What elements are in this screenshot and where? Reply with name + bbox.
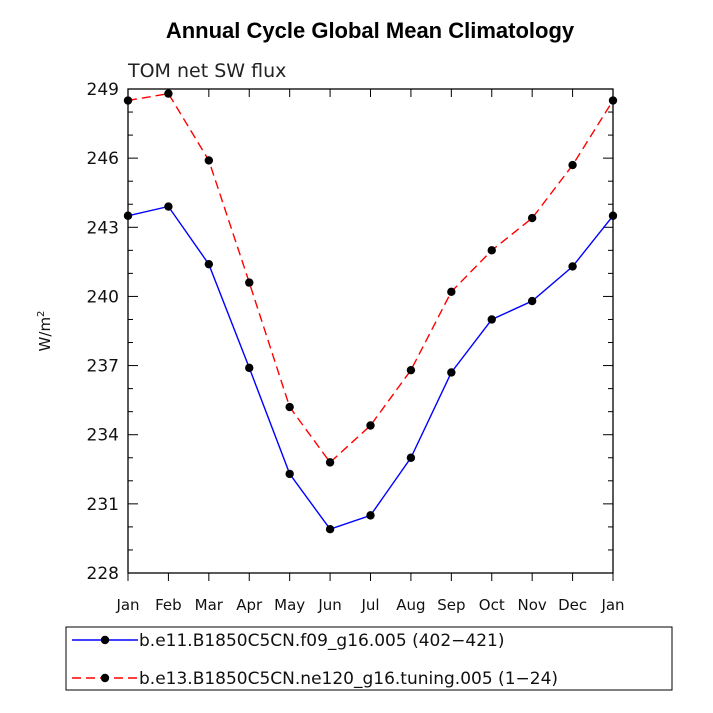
y-tick-label: 237 [87,357,119,377]
x-tick-label: Jan [600,596,624,614]
x-tick-labels: Jan Feb Mar Apr May Jun Jul Aug Sep Oct Nov Dec Jan [115,596,624,614]
y-tick-label: 234 [87,426,119,446]
y-axis-label: W/m2 [36,311,54,352]
x-tick-label: Mar [195,596,224,614]
y-tick-labels: 228 231 234 237 240 243 246 249 [87,80,119,584]
x-tick-label: Feb [155,596,182,614]
y-tick-label: 231 [87,495,119,515]
y-tick-label: 243 [87,218,119,238]
x-tick-label: Sep [437,596,465,614]
data-point [285,469,294,479]
data-point [527,213,537,223]
legend-label: b.e13.B1850C5CN.ne120_g16.tuning.005 (1−… [139,669,558,689]
legend-marker [100,635,110,645]
data-point [164,202,173,211]
data-point [285,402,294,412]
legend-entry-1: b.e11.B1850C5CN.f09_g16.005 (402−421) [72,631,505,651]
data-point [366,421,375,430]
legend-entries: b.e11.B1850C5CN.f09_g16.005 (402−421) b.e… [72,631,558,689]
data-point [568,160,577,170]
data-point [608,211,618,220]
x-tick-label: Aug [396,596,425,614]
data-point [366,511,375,520]
data-point [123,96,133,105]
data-point [568,262,577,271]
x-tick-label: Oct [479,596,505,614]
data-point [204,259,214,269]
chart-title: Annual Cycle Global Mean Climatology [166,18,575,43]
series-line [127,92,614,464]
series-layer [123,89,618,534]
y-tick-label: 240 [87,287,119,307]
legend-marker [100,673,110,683]
data-point [245,363,254,373]
legend-box [65,626,673,691]
data-point [608,96,618,105]
x-tick-label: Apr [236,596,263,614]
data-point [204,156,214,165]
data-point [406,453,416,462]
y-tick-label: 228 [87,564,119,584]
axis-ticks [127,88,614,581]
series-1 [123,202,618,534]
x-tick-label: Jan [115,596,139,614]
data-point [325,525,335,534]
x-tick-label: Jul [360,596,379,614]
y-axis-label-base: W/m [36,317,54,352]
x-tick-label: Dec [558,596,587,614]
legend-label: b.e11.B1850C5CN.f09_g16.005 (402−421) [139,631,505,651]
x-tick-label: Jun [317,596,341,614]
y-tick-label: 246 [87,149,119,169]
data-point [325,458,335,467]
data-point [487,246,496,255]
data-point [123,211,133,220]
plot-frame [127,88,614,574]
x-tick-label: May [274,596,305,614]
data-point [487,315,496,324]
data-point [406,365,416,375]
data-point [447,368,456,377]
data-point [245,278,254,287]
y-axis-label-superscript: 2 [36,311,47,317]
legend: b.e11.B1850C5CN.f09_g16.005 (402−421) b.e… [65,626,673,691]
series-line [127,205,614,531]
x-tick-label: Nov [518,596,547,614]
data-point [447,287,456,297]
data-point [527,296,537,306]
data-point [164,89,173,98]
chart-subtitle: TOM net SW flux [127,60,286,82]
y-tick-label: 249 [87,80,119,100]
series-2 [123,89,618,467]
legend-entry-2: b.e13.B1850C5CN.ne120_g16.tuning.005 (1−… [72,669,558,689]
